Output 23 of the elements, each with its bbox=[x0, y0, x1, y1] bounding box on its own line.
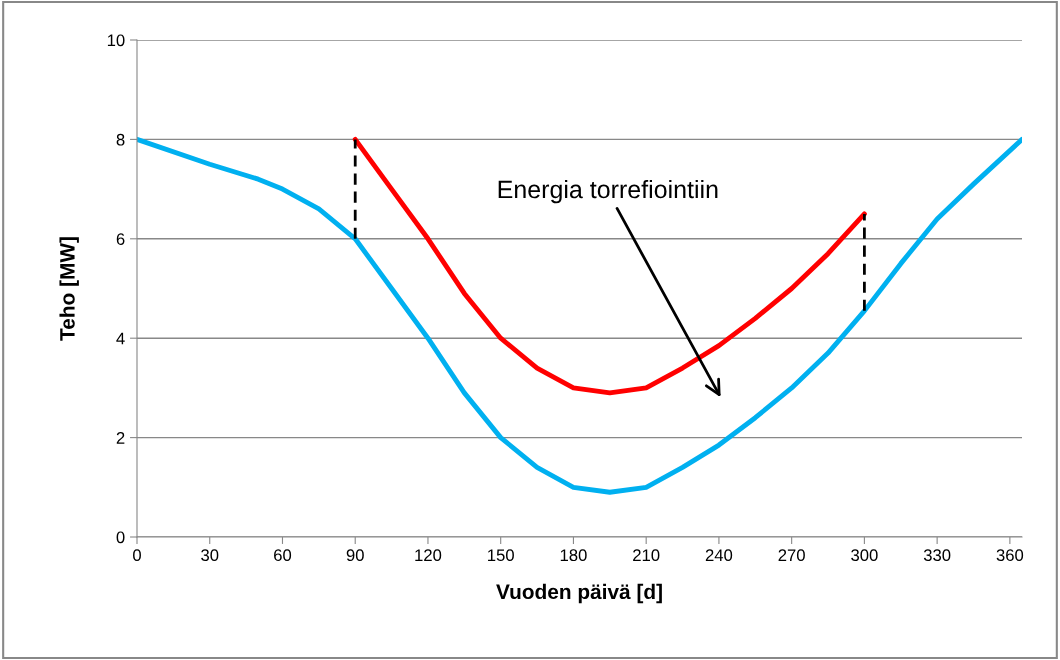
x-axis-title: Vuoden päivä [d] bbox=[496, 583, 662, 604]
y-tick-label: 2 bbox=[116, 432, 125, 444]
x-tick-label: 90 bbox=[346, 549, 364, 562]
x-tick-label: 240 bbox=[705, 549, 733, 562]
y-tick-label: 0 bbox=[116, 531, 125, 544]
x-tick-label: 60 bbox=[274, 549, 292, 562]
y-axis-title: Teho [MW] bbox=[59, 237, 79, 341]
x-tick-label: 0 bbox=[133, 549, 141, 562]
x-tick-label: 150 bbox=[488, 549, 514, 562]
y-tick-label: 10 bbox=[107, 34, 125, 47]
x-tick-label: 30 bbox=[201, 549, 219, 562]
x-tick-label: 210 bbox=[633, 549, 660, 562]
y-tick-label: 4 bbox=[116, 332, 125, 345]
y-tick-label: 6 bbox=[116, 233, 125, 245]
x-tick-label: 360 bbox=[996, 549, 1024, 562]
x-tick-label: 270 bbox=[778, 549, 805, 562]
x-tick-label: 180 bbox=[560, 549, 587, 562]
x-tick-label: 300 bbox=[851, 549, 878, 562]
y-tick-label: 8 bbox=[116, 133, 125, 146]
x-tick-label: 330 bbox=[923, 549, 951, 562]
x-tick-label: 120 bbox=[415, 549, 442, 562]
line-series bbox=[352, 136, 867, 396]
annotation: Energia torrefiointiin bbox=[498, 179, 718, 204]
